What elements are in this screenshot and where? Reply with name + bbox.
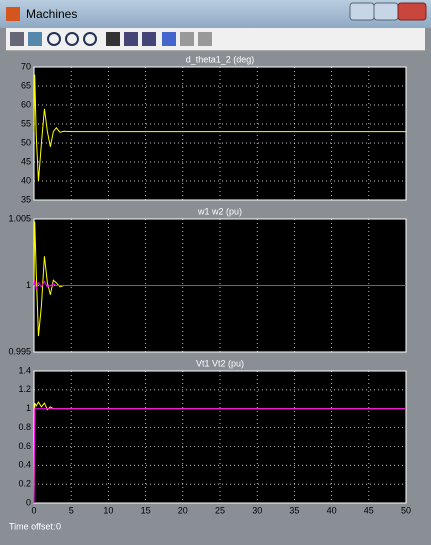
y-tick-label: 1.005: [8, 213, 31, 223]
signal-select-button[interactable]: [198, 32, 212, 46]
save-axes-button[interactable]: [124, 32, 138, 46]
y-tick-label: 1.4: [18, 365, 31, 375]
toolbar: [6, 28, 425, 51]
axes-background: [33, 66, 407, 201]
y-tick-label: 0: [26, 497, 31, 507]
minimize-button[interactable]: [349, 2, 375, 21]
window-title: Machines: [26, 7, 78, 21]
y-tick-label: 55: [21, 118, 31, 128]
y-tick-label: 0.2: [18, 479, 31, 489]
toolbar-icons: [10, 32, 212, 46]
y-tick-label: 0.995: [8, 346, 31, 356]
x-tick-label: 5: [69, 505, 74, 515]
params-button[interactable]: [28, 32, 42, 46]
series-line: [33, 280, 406, 290]
x-tick-label: 50: [401, 505, 411, 515]
axes-title: Vt1 Vt2 (pu): [196, 358, 244, 368]
x-tick-label: 25: [215, 505, 225, 515]
x-tick-label: 15: [141, 505, 151, 515]
y-tick-label: 45: [21, 156, 31, 166]
x-tick-label: 20: [178, 505, 188, 515]
maximize-button[interactable]: [373, 2, 399, 21]
y-tick-label: 0.4: [18, 460, 31, 470]
y-tick-label: 1: [26, 280, 31, 290]
x-tick-label: 0: [31, 505, 36, 515]
y-tick-label: 40: [21, 175, 31, 185]
print-button[interactable]: [10, 32, 24, 46]
app-icon: [6, 7, 20, 21]
y-tick-label: 65: [21, 80, 31, 90]
series-line: [33, 408, 406, 504]
autoscale-button[interactable]: [106, 32, 120, 46]
x-tick-label: 45: [364, 505, 374, 515]
y-tick-label: 1.2: [18, 384, 31, 394]
floating-button[interactable]: [162, 32, 176, 46]
y-tick-label: 0.6: [18, 441, 31, 451]
y-tick-label: 0.8: [18, 422, 31, 432]
title-bar-graphics: [6, 2, 427, 21]
time-offset-value: 0: [56, 521, 61, 531]
series-line: [33, 74, 406, 182]
axes-title: w1 w2 (pu): [197, 206, 242, 216]
zoom-y-button[interactable]: [83, 32, 97, 46]
x-tick-label: 10: [103, 505, 113, 515]
y-tick-label: 1: [26, 403, 31, 413]
zoom-button[interactable]: [47, 32, 61, 46]
y-tick-label: 50: [21, 137, 31, 147]
x-tick-label: 35: [289, 505, 299, 515]
title-bar: Machines: [0, 0, 431, 28]
y-tick-label: 70: [21, 61, 31, 71]
y-tick-label: 35: [21, 194, 31, 204]
y-tick-label: 60: [21, 99, 31, 109]
lock-button[interactable]: [180, 32, 194, 46]
x-tick-label: 40: [327, 505, 337, 515]
time-offset-label: Time offset:: [9, 521, 56, 531]
x-tick-label: 30: [252, 505, 262, 515]
close-button[interactable]: [397, 2, 427, 21]
axes-title: d_theta1_2 (deg): [186, 54, 255, 64]
restore-axes-button[interactable]: [142, 32, 156, 46]
zoom-x-button[interactable]: [65, 32, 79, 46]
